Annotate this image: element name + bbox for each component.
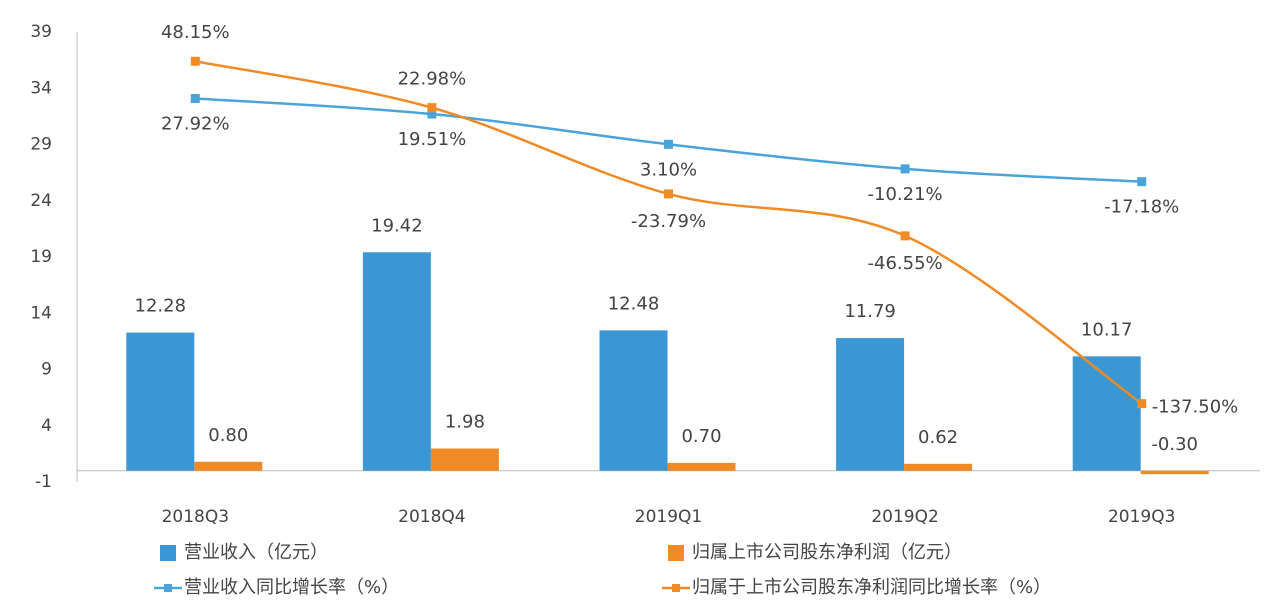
point xyxy=(190,94,200,104)
data-label: -137.50% xyxy=(1152,397,1239,418)
data-label: -17.18% xyxy=(1104,197,1179,218)
bar xyxy=(904,463,973,471)
y-tick-label: 9 xyxy=(41,360,52,380)
x-tick-label: 2018Q4 xyxy=(398,507,465,527)
data-label: 11.79 xyxy=(844,301,896,322)
data-label: 0.70 xyxy=(681,426,721,447)
point xyxy=(664,189,673,199)
y-tick-label: 39 xyxy=(30,22,52,42)
point xyxy=(1137,399,1147,409)
point xyxy=(900,164,910,174)
data-label: -10.21% xyxy=(868,184,943,205)
data-label: 3.10% xyxy=(640,159,697,180)
data-label: 12.48 xyxy=(608,293,660,314)
y-tick-label: 14 xyxy=(30,303,52,323)
point xyxy=(190,56,200,66)
legend-swatch xyxy=(164,584,172,592)
data-label: 12.28 xyxy=(135,296,187,317)
point xyxy=(427,109,437,119)
bar xyxy=(599,330,668,471)
y-tick-label: 4 xyxy=(41,416,52,436)
bar xyxy=(667,462,736,471)
x-tick-label: 2019Q2 xyxy=(871,507,938,527)
y-tick-label: 19 xyxy=(30,247,52,267)
data-label: 0.62 xyxy=(918,427,958,448)
bar xyxy=(126,332,195,471)
legend-label: 归属上市公司股东净利润（亿元） xyxy=(692,542,962,563)
x-tick-label: 2018Q3 xyxy=(162,507,229,527)
legend-label: 归属于上市公司股东净利润同比增长率（%） xyxy=(692,577,1051,598)
y-tick-label: 29 xyxy=(30,135,52,155)
legend-swatch xyxy=(668,545,684,561)
bar xyxy=(362,252,431,471)
bar xyxy=(1140,470,1209,475)
legend-swatch xyxy=(160,545,176,561)
legend-label: 营业收入（亿元） xyxy=(184,542,328,563)
legend-label: 营业收入同比增长率（%） xyxy=(184,577,399,598)
point xyxy=(427,103,437,113)
point xyxy=(1137,177,1147,187)
data-label: -46.55% xyxy=(868,253,943,274)
x-tick-label: 2019Q3 xyxy=(1108,507,1175,527)
x-tick-label: 2019Q1 xyxy=(635,507,702,527)
y-tick-label: 24 xyxy=(30,191,52,211)
bar xyxy=(430,448,499,471)
line xyxy=(195,60,1143,405)
point xyxy=(900,231,910,241)
bar xyxy=(1072,356,1141,471)
data-label: 48.15% xyxy=(161,22,230,43)
data-label: 19.42 xyxy=(371,215,423,236)
point xyxy=(664,139,673,149)
data-label: 27.92% xyxy=(161,114,230,135)
data-label: 1.98 xyxy=(445,411,485,432)
y-tick-label: 34 xyxy=(30,78,52,98)
data-label: -23.79% xyxy=(631,211,706,232)
data-label: -0.30 xyxy=(1151,434,1198,455)
data-label: 19.51% xyxy=(398,129,467,150)
data-label: 10.17 xyxy=(1081,319,1133,340)
y-tick-label: -1 xyxy=(35,472,52,492)
bar xyxy=(194,461,263,471)
data-label: 0.80 xyxy=(208,425,248,446)
legend-swatch xyxy=(672,584,680,592)
bar xyxy=(836,338,905,471)
data-label: 22.98% xyxy=(398,69,467,90)
